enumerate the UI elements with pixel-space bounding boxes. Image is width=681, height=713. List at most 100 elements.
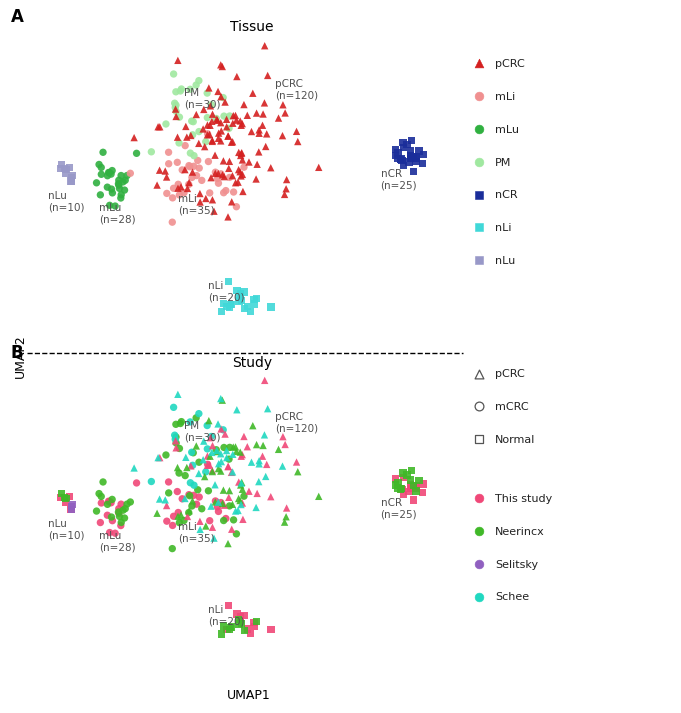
Text: pCRC: pCRC <box>495 369 525 379</box>
Point <box>185 130 196 141</box>
Point <box>172 511 183 522</box>
Point <box>176 509 187 520</box>
Point <box>313 491 324 502</box>
Point <box>125 168 136 179</box>
Point <box>234 618 244 630</box>
Point <box>402 469 413 481</box>
Point <box>122 170 133 181</box>
Point <box>95 517 106 528</box>
Point <box>257 120 268 131</box>
Point <box>104 527 115 538</box>
Point <box>161 118 172 130</box>
Point <box>277 431 288 442</box>
Point <box>185 83 195 95</box>
Point <box>216 456 227 467</box>
Point <box>474 558 485 570</box>
Point <box>97 147 108 158</box>
Text: Selitsky: Selitsky <box>495 560 538 570</box>
Point <box>405 482 415 493</box>
Point <box>152 508 163 519</box>
Point <box>172 157 183 168</box>
Point <box>183 179 194 190</box>
Point <box>474 156 485 168</box>
Point <box>184 177 195 188</box>
Point <box>213 168 224 179</box>
Point <box>195 188 206 199</box>
Point <box>474 91 485 102</box>
Point <box>262 403 273 414</box>
Point <box>474 525 485 537</box>
Point <box>206 501 217 512</box>
Point <box>171 437 182 448</box>
Point <box>266 301 276 312</box>
Point <box>235 150 246 161</box>
Point <box>390 150 401 161</box>
Point <box>259 429 270 441</box>
Point <box>231 446 242 457</box>
Point <box>129 462 140 473</box>
Point <box>96 162 107 173</box>
Point <box>183 507 194 518</box>
Point <box>185 461 196 472</box>
Text: nCR
(n=25): nCR (n=25) <box>381 498 417 520</box>
Point <box>129 132 140 143</box>
Point <box>403 486 414 497</box>
Point <box>237 449 248 461</box>
Point <box>107 188 118 199</box>
Point <box>398 489 409 501</box>
Point <box>131 148 142 159</box>
Point <box>212 86 223 97</box>
Point <box>61 493 72 504</box>
Point <box>60 497 71 508</box>
Point <box>193 456 204 468</box>
Point <box>210 479 221 491</box>
Point <box>191 412 202 424</box>
Point <box>110 200 121 212</box>
Point <box>406 135 417 146</box>
Point <box>188 160 199 172</box>
Point <box>390 479 401 491</box>
Point <box>186 446 197 458</box>
Point <box>180 470 191 481</box>
Point <box>212 501 223 513</box>
Point <box>232 404 242 416</box>
Point <box>219 96 230 108</box>
Point <box>188 490 199 501</box>
Point <box>107 493 118 505</box>
Point <box>390 473 400 485</box>
Point <box>173 507 184 518</box>
Point <box>169 98 180 109</box>
Point <box>218 620 229 632</box>
Point <box>93 159 104 170</box>
Point <box>235 446 246 458</box>
Point <box>259 374 270 386</box>
Point <box>206 447 217 458</box>
Point <box>196 175 207 186</box>
Point <box>247 88 258 99</box>
Point <box>226 299 237 310</box>
Point <box>202 128 213 140</box>
Point <box>187 460 198 471</box>
Point <box>120 503 131 514</box>
Point <box>246 126 257 138</box>
Point <box>191 109 202 120</box>
Point <box>236 147 247 158</box>
Point <box>291 125 302 137</box>
Point <box>104 167 115 178</box>
Point <box>237 154 248 165</box>
Point <box>161 449 172 461</box>
Point <box>207 108 218 120</box>
Point <box>405 145 416 156</box>
Point <box>200 141 210 153</box>
Point <box>238 431 249 442</box>
Point <box>238 491 249 502</box>
Text: nLu: nLu <box>495 256 516 266</box>
Point <box>218 515 229 526</box>
Point <box>174 111 185 123</box>
Point <box>191 170 202 181</box>
Point <box>195 523 206 535</box>
Point <box>210 168 221 179</box>
Point <box>228 441 239 453</box>
Point <box>177 164 188 175</box>
Point <box>232 608 242 620</box>
